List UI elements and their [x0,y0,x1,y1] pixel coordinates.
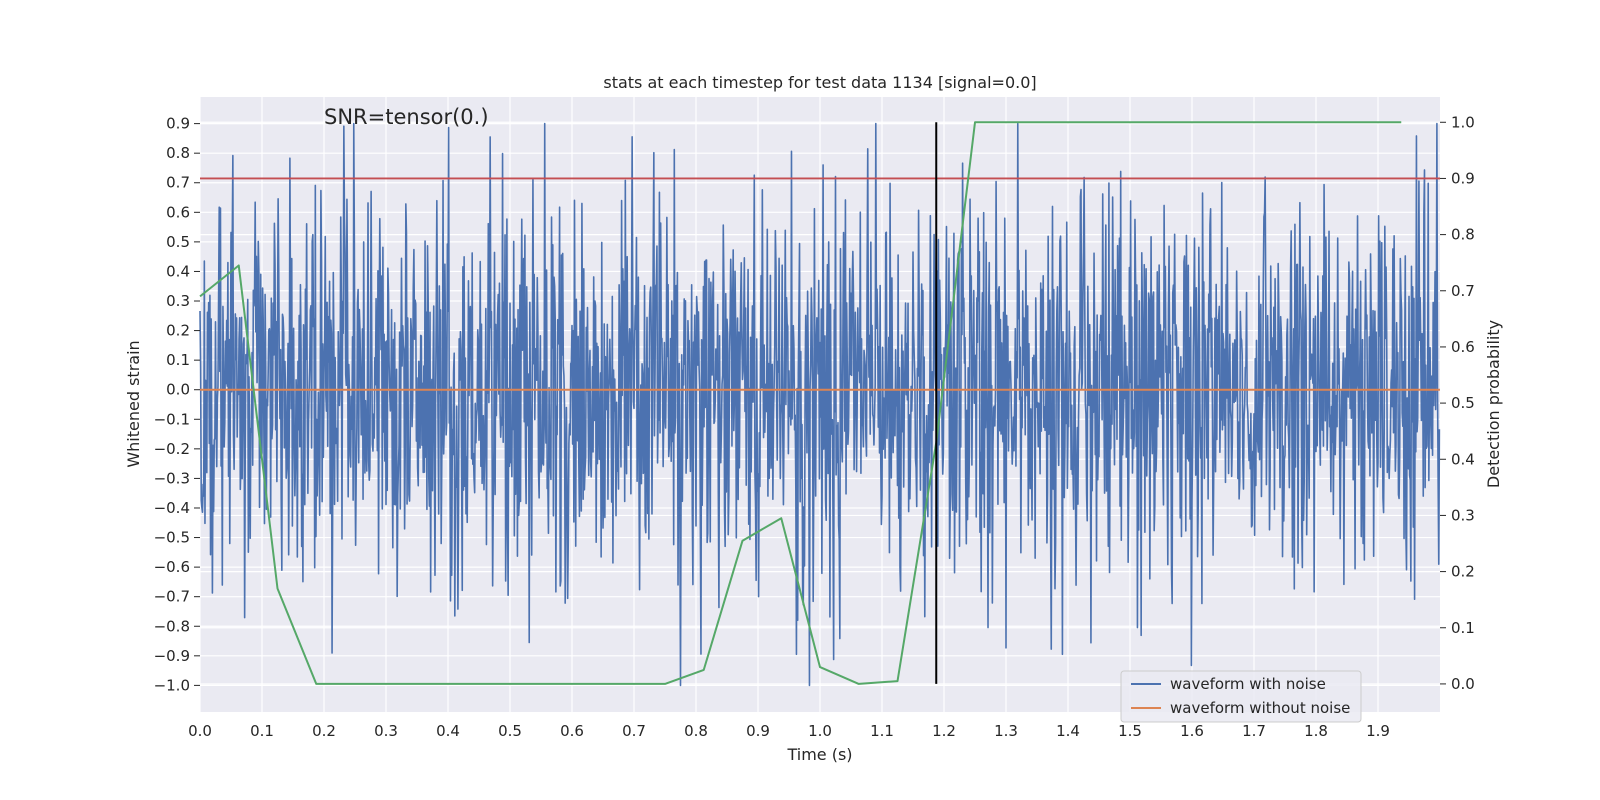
y-tick-label: −0.5 [154,529,190,547]
x-tick-label: 0.1 [250,722,274,740]
y-tick-label: −0.2 [154,440,190,458]
legend-label-noise: waveform with noise [1170,675,1326,693]
legend-label-clean: waveform without noise [1170,699,1350,717]
y2-tick-label: 1.0 [1451,113,1475,131]
grid-lines [199,97,1440,712]
y2-tick-label: 0.9 [1451,169,1475,187]
x-tick-label: 1.7 [1242,722,1266,740]
x-tick-label: 1.4 [1056,722,1080,740]
y-tick-label: −0.1 [154,410,190,428]
x-tick-label: 0.4 [436,722,460,740]
x-tick-label: 1.5 [1118,722,1142,740]
x-tick-label: 0.0 [188,722,212,740]
x-tick-label: 0.2 [312,722,336,740]
y-tick-label: 0.9 [166,115,190,133]
x-tick-label: 1.6 [1180,722,1204,740]
y2-tick-label: 0.2 [1451,563,1475,581]
x-axis-label: Time (s) [786,745,852,764]
chart-title: stats at each timestep for test data 113… [603,73,1036,92]
x-axis-ticks: 0.0 0.1 0.2 0.3 0.4 0.5 0.6 0.7 0.8 0.9 1.0 1.1 1.2 1… [188,722,1390,740]
y2-tick-label: 0.4 [1451,450,1475,468]
series-detection-probability [199,121,1402,685]
y-tick-label: 0.0 [166,381,190,399]
x-tick-label: 0.9 [746,722,770,740]
y2-axis-label: Detection probability [1484,320,1503,488]
y-tick-label: −0.9 [154,647,190,665]
y-tick-label: 0.3 [166,292,190,310]
legend: waveform with noise waveform without noi… [1120,670,1362,723]
y2-axis-ticks: 1.0 0.9 0.8 0.7 0.6 0.5 0.4 0.3 0.2 0.1 0.0 [1440,113,1475,693]
y-tick-label: 0.1 [166,351,190,369]
legend-box [1120,670,1362,723]
y-axis-ticks: 0.9 0.8 0.7 0.6 0.5 0.4 0.3 0.2 0.1 0.0 −0.1 −0.2 −0… [154,115,200,694]
x-tick-label: 1.9 [1366,722,1390,740]
y-tick-label: 0.4 [166,262,190,280]
x-tick-label: 1.1 [870,722,894,740]
y-tick-label: −0.7 [154,588,190,606]
y2-tick-label: 0.3 [1451,506,1475,524]
x-tick-label: 0.8 [684,722,708,740]
y-tick-label: −0.6 [154,558,190,576]
y-tick-label: −0.4 [154,499,190,517]
y2-tick-label: 0.1 [1451,619,1475,637]
y2-tick-label: 0.8 [1451,226,1475,244]
y-tick-label: 0.6 [166,203,190,221]
x-tick-label: 1.8 [1304,722,1328,740]
y2-tick-label: 0.5 [1451,394,1475,412]
y-tick-label: 0.2 [166,322,190,340]
x-tick-label: 0.5 [498,722,522,740]
series-waveform-with-noise [199,122,1441,687]
x-tick-label: 1.2 [932,722,956,740]
plot-area [199,121,1441,687]
y-tick-label: 0.8 [166,144,190,162]
x-tick-label: 1.3 [994,722,1018,740]
x-tick-label: 0.6 [560,722,584,740]
x-tick-label: 1.0 [808,722,832,740]
y-tick-label: −1.0 [154,676,190,694]
y-tick-label: −0.8 [154,617,190,635]
y-tick-label: −0.3 [154,469,190,487]
y-axis-label: Whitened strain [124,340,143,467]
y-tick-label: 0.7 [166,174,190,192]
y2-tick-label: 0.6 [1451,338,1475,356]
y2-tick-label: 0.7 [1451,282,1475,300]
y2-tick-label: 0.0 [1451,675,1475,693]
x-tick-label: 0.7 [622,722,646,740]
y-tick-label: 0.5 [166,233,190,251]
x-tick-label: 0.3 [374,722,398,740]
snr-annotation: SNR=tensor(0.) [324,105,489,129]
